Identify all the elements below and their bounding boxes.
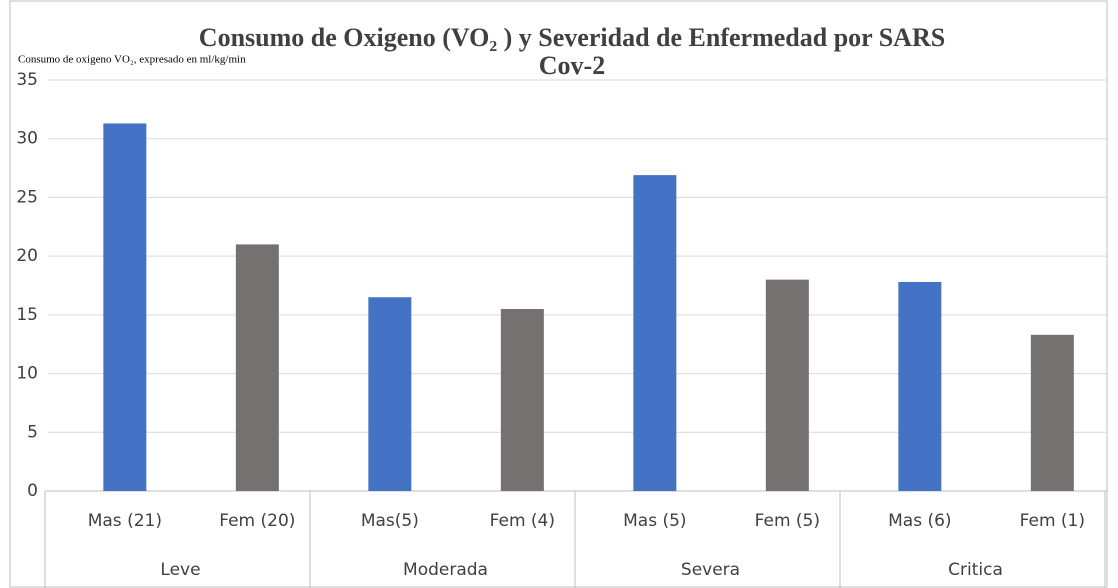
x-tick-label: Mas (5) [623,511,686,531]
bar [633,175,677,492]
group-label: Moderada [403,560,488,580]
y-tick-label: 35 [16,70,38,90]
group-label: Severa [681,560,740,580]
x-tick-label: Fem (1) [1020,511,1085,531]
x-tick-label: Fem (5) [755,511,820,531]
bar [898,281,942,491]
y-tick-label: 0 [27,481,38,501]
x-tick-label: Mas (6) [888,511,951,531]
bar [235,244,279,491]
y-tick-label: 10 [16,364,38,384]
bar [1030,334,1074,491]
bar [368,297,412,491]
bar [765,279,809,491]
y-tick-label: 5 [27,422,38,442]
chart-border [9,0,1108,588]
x-tick-label: Mas (21) [88,511,162,531]
y-tick-label: 25 [16,187,38,207]
x-tick-label: Mas(5) [361,511,419,531]
bar [103,123,147,491]
chart-title: Consumo de Oxigeno (VO₂ ) y Severidad de… [199,23,945,52]
y-axis-label: Consumo de oxigeno VO₂, expresado en ml/… [18,54,246,66]
group-label: Critica [948,560,1003,580]
x-tick-label: Fem (20) [219,511,295,531]
y-tick-label: 20 [16,246,38,266]
y-tick-label: 30 [16,129,38,149]
group-label: Leve [160,560,200,580]
x-tick-label: Fem (4) [490,511,555,531]
y-tick-label: 15 [16,305,38,325]
bar [500,308,544,491]
chart-title-line2: Cov-2 [539,51,605,80]
